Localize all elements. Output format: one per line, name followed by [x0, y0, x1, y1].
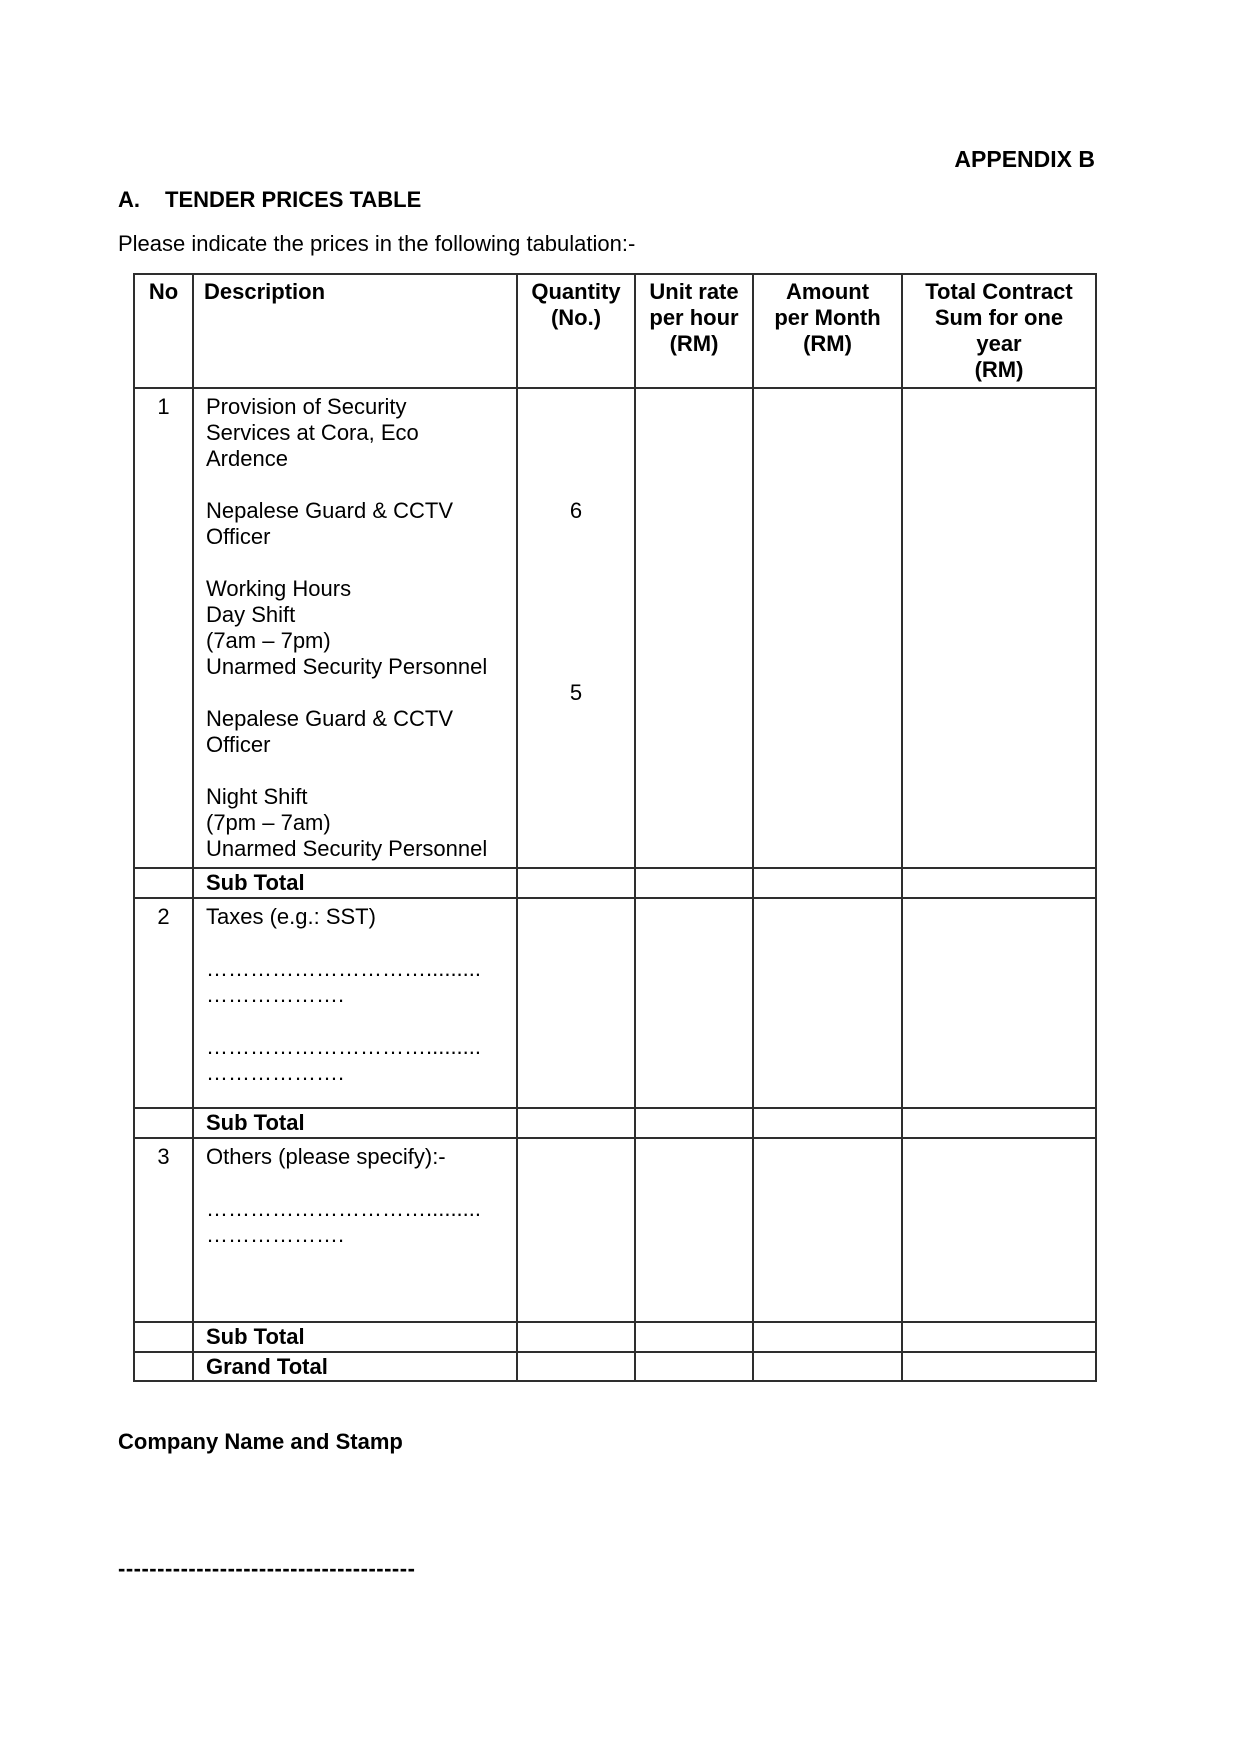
row1-amount-cell — [752, 387, 903, 869]
table-row-item-2: 2 Taxes (e.g.: SST) …………………………......... … — [133, 897, 1097, 1109]
section-letter: A. — [118, 187, 140, 212]
signature-dash-line: -------------------------------------- — [118, 1556, 416, 1581]
subtotal1-label: Sub Total — [192, 867, 518, 899]
col-header-total-contract-unit: (RM) — [974, 357, 1024, 382]
row3-no: 3 — [133, 1137, 194, 1323]
col-header-description: Description — [192, 273, 518, 389]
subtotal2-quantity-cell — [516, 1107, 636, 1139]
col-header-total-contract: Total Contract Sum for one year (RM) — [901, 273, 1097, 389]
subtotal1-amount-cell — [752, 867, 903, 899]
col-header-unit-rate-unit: (RM) — [669, 331, 719, 356]
subtotal-row-2: Sub Total — [133, 1107, 1097, 1139]
subtotal1-no-cell — [133, 867, 194, 899]
grandtotal-label: Grand Total — [192, 1351, 518, 1382]
subtotal2-unit-rate-cell — [634, 1107, 754, 1139]
table-header-row: No Description Quantity (No.) Unit rate p… — [133, 273, 1097, 389]
table-row-item-1: 1 Provision of Security Services at Cora… — [133, 387, 1097, 869]
row2-total-cell — [901, 897, 1097, 1109]
quantity-day-shift: 6 — [569, 498, 583, 523]
row1-description: Provision of Security Services at Cora, … — [192, 387, 518, 869]
row1-total-cell — [901, 387, 1097, 869]
row2-description: Taxes (e.g.: SST) …………………………......... ……… — [192, 897, 518, 1109]
row2-no: 2 — [133, 897, 194, 1109]
subtotal3-total-cell — [901, 1321, 1097, 1353]
col-header-quantity-unit: (No.) — [550, 305, 602, 330]
subtotal2-no-cell — [133, 1107, 194, 1139]
subtotal-row-1: Sub Total — [133, 867, 1097, 899]
row3-description: Others (please specify):- …………………………....… — [192, 1137, 518, 1323]
intro-text: Please indicate the prices in the follow… — [118, 231, 636, 256]
col-header-amount-unit: (RM) — [803, 331, 852, 356]
grandtotal-no-cell — [133, 1351, 194, 1382]
subtotal3-amount-cell — [752, 1321, 903, 1353]
grandtotal-amount-cell — [752, 1351, 903, 1382]
col-header-total-contract-label: Total Contract Sum for one year — [925, 279, 1073, 356]
row3-unit-rate-cell — [634, 1137, 754, 1323]
section-title: TENDER PRICES TABLE — [165, 187, 422, 212]
row2-unit-rate-cell — [634, 897, 754, 1109]
subtotal2-label: Sub Total — [192, 1107, 518, 1139]
grandtotal-total-cell — [901, 1351, 1097, 1382]
grandtotal-unit-rate-cell — [634, 1351, 754, 1382]
subtotal-row-3: Sub Total — [133, 1321, 1097, 1353]
col-header-amount-label: Amount per Month — [774, 279, 881, 330]
subtotal3-no-cell — [133, 1321, 194, 1353]
subtotal3-quantity-cell — [516, 1321, 636, 1353]
col-header-no: No — [133, 273, 194, 389]
subtotal1-total-cell — [901, 867, 1097, 899]
subtotal3-unit-rate-cell — [634, 1321, 754, 1353]
tender-prices-table: No Description Quantity (No.) Unit rate p… — [133, 273, 1097, 1382]
row1-unit-rate-cell — [634, 387, 754, 869]
table-row-item-3: 3 Others (please specify):- …………………………..… — [133, 1137, 1097, 1323]
col-header-no-label: No — [148, 279, 179, 304]
appendix-label: APPENDIX B — [954, 146, 1095, 172]
subtotal1-quantity-cell — [516, 867, 636, 899]
row2-quantity-cell — [516, 897, 636, 1109]
col-header-amount: Amount per Month (RM) — [752, 273, 903, 389]
col-header-description-label: Description — [204, 279, 326, 304]
col-header-unit-rate: Unit rate per hour (RM) — [634, 273, 754, 389]
subtotal1-unit-rate-cell — [634, 867, 754, 899]
row3-quantity-cell — [516, 1137, 636, 1323]
subtotal2-total-cell — [901, 1107, 1097, 1139]
row2-amount-cell — [752, 897, 903, 1109]
quantity-night-shift: 5 — [569, 680, 583, 705]
row1-no: 1 — [133, 387, 194, 869]
col-header-quantity-label: Quantity — [531, 279, 621, 304]
row1-quantity-cell: 6 5 — [516, 387, 636, 869]
grandtotal-quantity-cell — [516, 1351, 636, 1382]
col-header-quantity: Quantity (No.) — [516, 273, 636, 389]
subtotal2-amount-cell — [752, 1107, 903, 1139]
col-header-unit-rate-label: Unit rate per hour — [649, 279, 739, 330]
company-name-stamp-label: Company Name and Stamp — [118, 1429, 403, 1454]
section-heading: A. TENDER PRICES TABLE — [118, 186, 1095, 213]
grand-total-row: Grand Total — [133, 1351, 1097, 1382]
subtotal3-label: Sub Total — [192, 1321, 518, 1353]
row3-total-cell — [901, 1137, 1097, 1323]
row3-amount-cell — [752, 1137, 903, 1323]
